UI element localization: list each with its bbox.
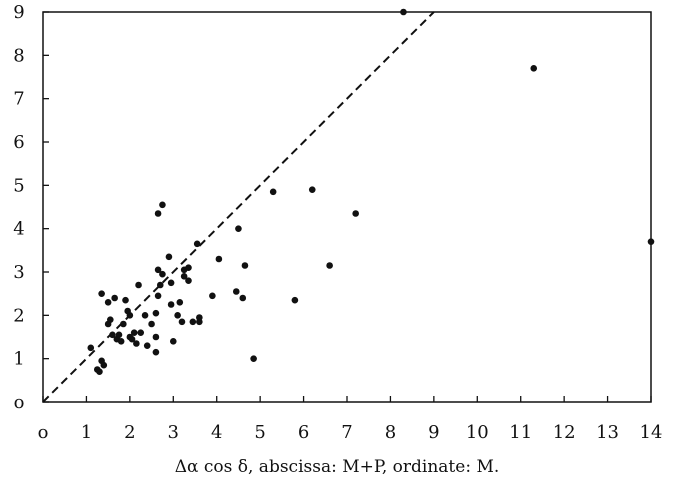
data-point bbox=[111, 294, 118, 302]
data-point bbox=[193, 240, 201, 248]
reference-line bbox=[42, 11, 435, 403]
y-tick-label: o bbox=[14, 392, 25, 413]
data-point bbox=[107, 316, 114, 323]
data-point bbox=[117, 338, 125, 345]
data-point bbox=[400, 8, 407, 16]
x-tick-label: 9 bbox=[428, 422, 439, 443]
y-tick-label: 4 bbox=[13, 219, 24, 240]
data-point bbox=[137, 329, 145, 336]
x-tick-label: 2 bbox=[124, 422, 135, 443]
x-axis-ticks: o 1 2 3 4 5 6 7 8 9 10 11 12 13 14 bbox=[38, 396, 663, 443]
data-point bbox=[104, 299, 112, 306]
y-tick-label: 1 bbox=[13, 349, 24, 370]
data-point bbox=[235, 225, 242, 232]
data-point bbox=[167, 301, 175, 308]
data-point bbox=[269, 188, 277, 196]
x-tick-label: 7 bbox=[341, 422, 352, 443]
x-tick-label: 3 bbox=[168, 422, 179, 443]
data-point bbox=[96, 368, 103, 375]
data-point bbox=[128, 335, 136, 343]
x-tick-label: 5 bbox=[254, 422, 265, 443]
data-point bbox=[189, 318, 197, 326]
data-point bbox=[152, 309, 160, 317]
data-point bbox=[169, 338, 177, 345]
data-point bbox=[135, 281, 142, 289]
data-point bbox=[156, 281, 164, 289]
data-point bbox=[154, 266, 162, 274]
x-tick-label: 12 bbox=[553, 422, 576, 443]
y-tick-label: 6 bbox=[13, 132, 24, 153]
x-tick-label: 8 bbox=[385, 422, 396, 443]
data-point bbox=[291, 296, 299, 304]
y-tick-label: 5 bbox=[13, 175, 24, 196]
data-point bbox=[185, 264, 192, 271]
y-tick-label: 7 bbox=[13, 89, 24, 110]
data-point bbox=[185, 277, 192, 284]
x-tick-label: 14 bbox=[640, 422, 663, 443]
x-tick-label: 6 bbox=[298, 422, 309, 443]
data-point bbox=[165, 253, 173, 261]
x-axis-label: Δα cos δ, abscissa: M+P, ordinate: M. bbox=[175, 457, 500, 477]
data-point bbox=[130, 329, 138, 336]
data-point bbox=[122, 296, 129, 304]
y-tick-label: 3 bbox=[13, 262, 24, 283]
data-point bbox=[154, 292, 162, 300]
data-point bbox=[115, 331, 123, 339]
data-point bbox=[176, 299, 184, 306]
data-point bbox=[209, 292, 216, 300]
data-point bbox=[152, 348, 160, 356]
data-point bbox=[215, 255, 223, 263]
data-point bbox=[143, 342, 151, 349]
data-point bbox=[326, 262, 333, 269]
y-tick-label: 2 bbox=[13, 305, 24, 326]
data-point bbox=[120, 320, 127, 328]
x-tick-label: 13 bbox=[596, 422, 619, 443]
data-point bbox=[148, 320, 155, 328]
data-point bbox=[154, 210, 162, 217]
x-tick-label: 4 bbox=[211, 422, 222, 443]
data-point bbox=[167, 279, 175, 287]
data-point bbox=[352, 210, 359, 217]
y-axis-ticks: o 1 2 3 4 5 6 7 8 9 bbox=[13, 2, 49, 413]
y-tick-label: 9 bbox=[13, 2, 24, 23]
data-point bbox=[250, 355, 257, 362]
data-point bbox=[133, 340, 140, 347]
data-point bbox=[141, 312, 149, 319]
data-points bbox=[87, 8, 655, 375]
data-point bbox=[159, 270, 166, 278]
data-point bbox=[647, 238, 655, 245]
data-point bbox=[87, 344, 95, 352]
data-point bbox=[126, 312, 134, 319]
data-point bbox=[178, 318, 186, 326]
data-point bbox=[98, 290, 105, 297]
x-tick-label: o bbox=[38, 422, 49, 443]
data-point bbox=[109, 331, 116, 339]
x-tick-label: 1 bbox=[81, 422, 92, 443]
data-point bbox=[308, 186, 316, 193]
data-point bbox=[174, 312, 181, 319]
data-point bbox=[232, 288, 240, 295]
data-point bbox=[159, 201, 166, 209]
data-point bbox=[100, 361, 108, 369]
data-point bbox=[241, 262, 249, 269]
x-tick-label: 11 bbox=[509, 422, 532, 443]
data-point bbox=[152, 333, 160, 341]
data-point bbox=[239, 294, 247, 302]
data-point bbox=[180, 273, 188, 280]
data-point bbox=[196, 314, 203, 321]
x-tick-label: 10 bbox=[466, 422, 489, 443]
y-tick-label: 8 bbox=[13, 45, 24, 66]
data-point bbox=[530, 65, 538, 72]
